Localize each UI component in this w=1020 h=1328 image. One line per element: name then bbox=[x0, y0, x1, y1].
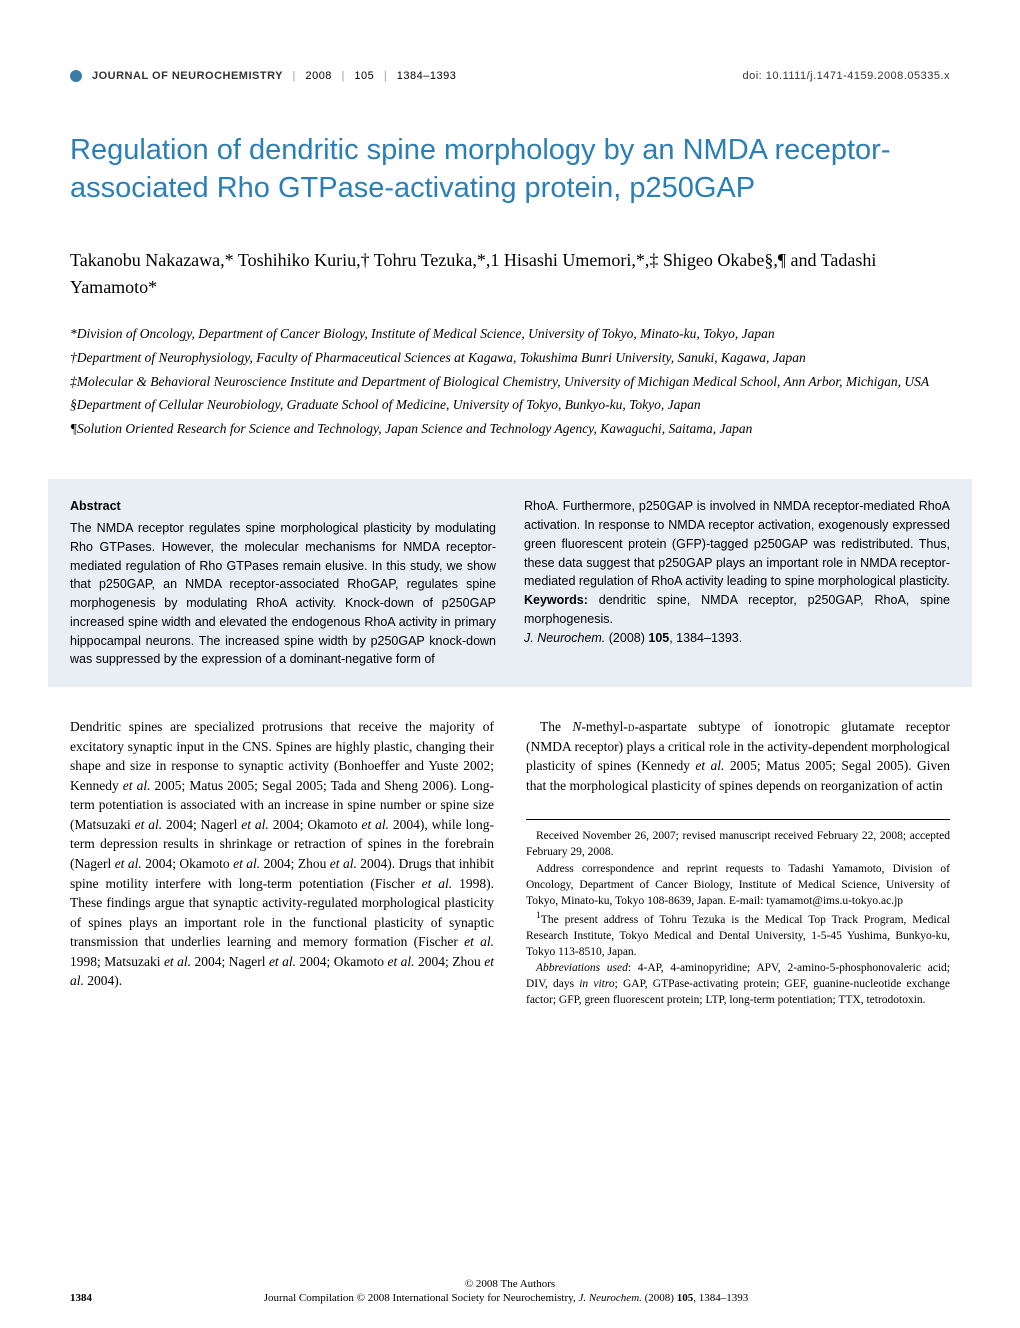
keywords: Keywords: dendritic spine, NMDA receptor… bbox=[524, 591, 950, 629]
volume: 105 bbox=[354, 70, 374, 82]
running-header: JOURNAL OF NEUROCHEMISTRY | 2008 | 105 |… bbox=[70, 70, 950, 82]
separator: | bbox=[384, 70, 387, 82]
abbrev-label: Abbreviations used bbox=[536, 962, 628, 974]
body-paragraph: Dendritic spines are specialized protrus… bbox=[70, 717, 494, 991]
keywords-label: Keywords: bbox=[524, 593, 588, 607]
doi: doi: 10.1111/j.1471-4159.2008.05335.x bbox=[743, 70, 951, 82]
footer-compilation: Journal Compilation © 2008 International… bbox=[264, 1292, 748, 1304]
citation-journal: J. Neurochem. bbox=[524, 631, 605, 645]
abstract-citation: J. Neurochem. (2008) 105, 1384–1393. bbox=[524, 629, 950, 648]
body-right-column: The N-methyl-d-aspartate subtype of iono… bbox=[526, 717, 950, 1008]
citation-rest: (2008) bbox=[605, 631, 648, 645]
abstract-left-column: Abstract The NMDA receptor regulates spi… bbox=[70, 497, 496, 669]
body-left-column: Dendritic spines are specialized protrus… bbox=[70, 717, 494, 1008]
article-title: Regulation of dendritic spine morphology… bbox=[70, 132, 950, 207]
page-range: 1384–1393 bbox=[397, 70, 457, 82]
correspondence-note: Address correspondence and reprint reque… bbox=[526, 861, 950, 909]
abstract-text-right: RhoA. Furthermore, p250GAP is involved i… bbox=[524, 497, 950, 591]
affiliation: †Department of Neurophysiology, Faculty … bbox=[70, 347, 950, 369]
citation-volume: 105 bbox=[648, 631, 669, 645]
separator: | bbox=[293, 70, 296, 82]
separator: | bbox=[342, 70, 345, 82]
abstract-heading: Abstract bbox=[70, 497, 496, 516]
abstract-right-column: RhoA. Furthermore, p250GAP is involved i… bbox=[524, 497, 950, 669]
received-note: Received November 26, 2007; revised manu… bbox=[526, 828, 950, 860]
affiliation: *Division of Oncology, Department of Can… bbox=[70, 323, 950, 345]
affiliation: ‡Molecular & Behavioral Neuroscience Ins… bbox=[70, 371, 950, 393]
keywords-text: dendritic spine, NMDA receptor, p250GAP,… bbox=[524, 593, 950, 626]
footnote-rule bbox=[526, 819, 950, 820]
copyright: © 2008 The Authors bbox=[70, 1278, 950, 1290]
affiliation: §Department of Cellular Neurobiology, Gr… bbox=[70, 394, 950, 416]
authors: Takanobu Nakazawa,* Toshihiko Kuriu,† To… bbox=[70, 247, 950, 301]
citation-pages: , 1384–1393. bbox=[669, 631, 742, 645]
footnotes: Received November 26, 2007; revised manu… bbox=[526, 828, 950, 1008]
affiliation: ¶Solution Oriented Research for Science … bbox=[70, 418, 950, 440]
affiliations: *Division of Oncology, Department of Can… bbox=[70, 323, 950, 439]
year: 2008 bbox=[305, 70, 331, 82]
abstract-text-left: The NMDA receptor regulates spine morpho… bbox=[70, 521, 496, 666]
body-paragraph: The N-methyl-d-aspartate subtype of iono… bbox=[526, 717, 950, 795]
bullet-icon bbox=[70, 70, 82, 82]
abstract-box: Abstract The NMDA receptor regulates spi… bbox=[48, 479, 972, 687]
body-columns: Dendritic spines are specialized protrus… bbox=[70, 717, 950, 1008]
abbreviations-note: Abbreviations used: 4-AP, 4-aminopyridin… bbox=[526, 960, 950, 1008]
page-footer: © 2008 The Authors 1384 Journal Compilat… bbox=[70, 1278, 950, 1304]
page-number: 1384 bbox=[70, 1292, 92, 1304]
journal-name: JOURNAL OF NEUROCHEMISTRY bbox=[92, 70, 283, 82]
header-left: JOURNAL OF NEUROCHEMISTRY | 2008 | 105 |… bbox=[70, 70, 456, 82]
author-note: 1The present address of Tohru Tezuka is … bbox=[526, 909, 950, 960]
